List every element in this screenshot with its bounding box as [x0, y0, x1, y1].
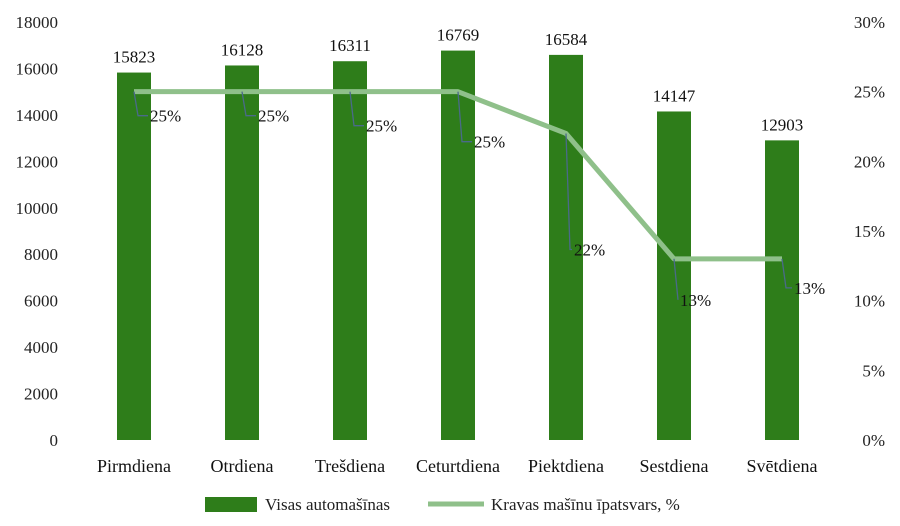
left-axis-tick: 10000 [16, 199, 59, 218]
left-axis-tick: 16000 [16, 59, 59, 78]
bar-piektdiena [549, 54, 583, 441]
line-label-leader [673, 258, 679, 300]
bar-value-label: 16769 [437, 26, 480, 45]
right-axis-tick: 20% [854, 152, 885, 171]
left-axis-tick: 2000 [24, 385, 58, 404]
right-axis-tick: 5% [862, 361, 885, 380]
bar-value-label: 12903 [761, 115, 804, 134]
right-axis-tick: 15% [854, 222, 885, 241]
left-axis-tick: 14000 [16, 106, 59, 125]
category-label: Piektdiena [528, 456, 604, 476]
line-layer [133, 89, 792, 300]
left-axis-tick: 18000 [16, 13, 59, 32]
line-value-label: 25% [258, 107, 289, 126]
line-label-leader [349, 91, 364, 127]
line-label-leader [457, 91, 472, 143]
line-value-label: 25% [474, 133, 505, 152]
bar-value-label: 15823 [113, 48, 156, 67]
right-axis-tick: 10% [854, 292, 885, 311]
line-label-leader [781, 258, 792, 289]
right-axis-tick: 0% [862, 431, 885, 450]
line-value-label: 13% [680, 291, 711, 310]
bar-value-label: 14147 [653, 86, 696, 105]
bar-value-label: 16584 [545, 30, 588, 49]
bar-trešdiena [333, 61, 367, 441]
category-label: Pirmdiena [97, 456, 171, 476]
bar-otrdiena [225, 65, 259, 441]
category-label: Ceturtdiena [416, 456, 500, 476]
legend-label-line: Kravas mašīnu īpatsvars, % [491, 495, 680, 514]
left-axis-tick: 0 [50, 431, 59, 450]
bar-pirmdiena [117, 72, 151, 440]
bars-layer [117, 50, 799, 441]
left-axis-tick: 4000 [24, 338, 58, 357]
category-label: Otrdiena [211, 456, 274, 476]
line-label-leader [241, 91, 256, 117]
left-axis-tick: 8000 [24, 245, 58, 264]
line-value-label: 25% [150, 107, 181, 126]
bar-svētdiena [765, 140, 799, 441]
legend: Visas automašīnas Kravas mašīnu īpatsvar… [205, 495, 680, 514]
left-axis-tick: 6000 [24, 292, 58, 311]
bar-value-label: 16311 [329, 36, 371, 55]
category-label: Trešdiena [315, 456, 385, 476]
category-label: Sestdiena [640, 456, 709, 476]
right-axis-tick: 30% [854, 13, 885, 32]
line-label-leader [565, 133, 572, 251]
right-axis-tick: 25% [854, 83, 885, 102]
bar-ceturtdiena [441, 50, 475, 441]
labels-layer: 15823 16128 16311 16769 16584 14147 12903 25% 25… [113, 26, 825, 310]
category-label: Svētdiena [747, 456, 818, 476]
left-axis-tick: 12000 [16, 152, 59, 171]
axes-layer: 0 2000 4000 6000 8000 10000 12000 14000 16000 180… [16, 13, 886, 476]
line-label-leader [133, 91, 148, 117]
bar-value-label: 16128 [221, 40, 264, 59]
line-value-label: 25% [366, 117, 397, 136]
line-value-label: 22% [574, 240, 605, 259]
line-value-label: 13% [794, 279, 825, 298]
legend-label-bars: Visas automašīnas [265, 495, 390, 514]
legend-swatch-bars [205, 497, 257, 512]
bar-sestdiena [657, 111, 691, 440]
